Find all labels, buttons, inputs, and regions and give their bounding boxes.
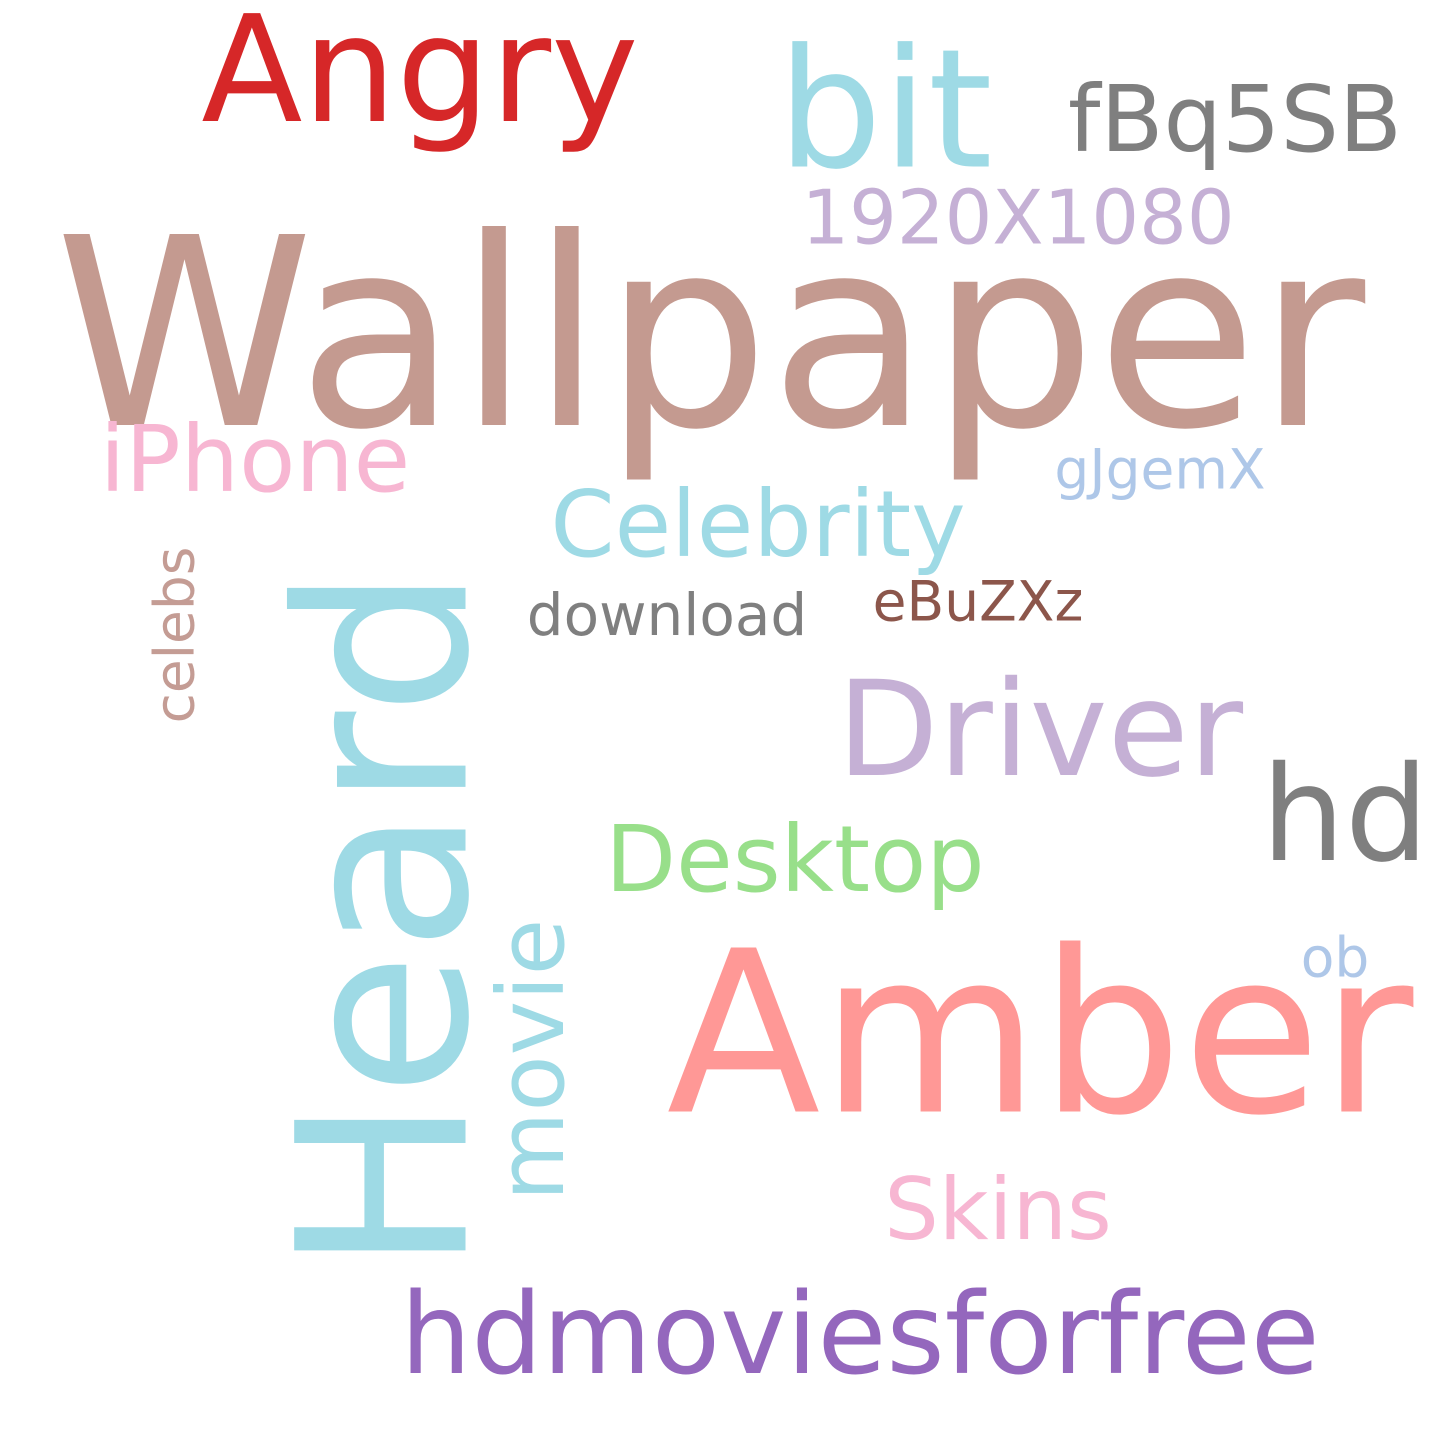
word-driver: Driver: [836, 653, 1244, 807]
word-angry: Angry: [201, 0, 639, 156]
word-movie: movie: [478, 918, 585, 1202]
word-celebs: celebs: [142, 546, 207, 724]
word-ebuzxz: eBuZXz: [872, 569, 1084, 634]
word-celebrity: Celebrity: [550, 471, 966, 578]
word-hd: hd: [1261, 738, 1429, 892]
word-amber: Amber: [666, 903, 1414, 1166]
word-bit: bit: [777, 13, 993, 206]
word-hdmoviesforfree: hdmoviesforfree: [400, 1270, 1320, 1400]
word-fbq5sb: fBq5SB: [1068, 66, 1402, 173]
word-skins: Skins: [884, 1160, 1112, 1260]
word-wallpaper: Wallpaper: [54, 182, 1366, 487]
word-ob: ob: [1300, 925, 1370, 990]
word-gjgemx: gJgemX: [1054, 437, 1266, 502]
word-heard: Heard: [248, 566, 522, 1274]
word-iphone: iPhone: [99, 406, 411, 513]
word-desktop: Desktop: [605, 806, 985, 913]
word-1920x1080: 1920X1080: [801, 173, 1235, 262]
word-download: download: [526, 581, 808, 649]
